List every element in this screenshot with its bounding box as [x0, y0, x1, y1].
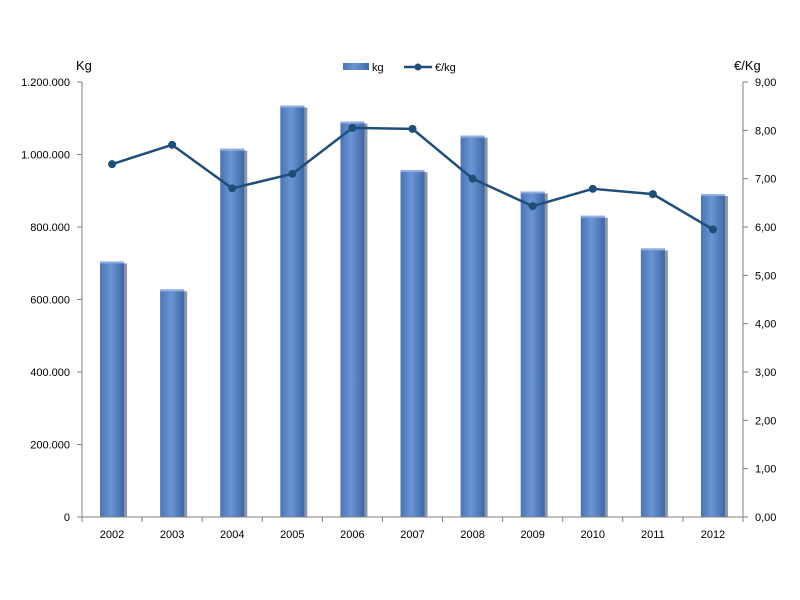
line-point: [228, 184, 237, 193]
bar-body: [220, 148, 245, 517]
y2-tick-label: 4,00: [755, 319, 776, 331]
bar-body: [160, 289, 185, 517]
y2-tick-label: 3,00: [755, 367, 776, 379]
bar-top-highlight: [400, 170, 425, 173]
bar-top-highlight: [700, 194, 725, 197]
y2-tick-label: 2,00: [755, 415, 776, 427]
y-axis-ticks: 0 200.000 400.000 600.000 800.000 1.000.000 1.…: [21, 77, 70, 524]
bar: [160, 289, 188, 517]
bar-body: [100, 261, 125, 517]
line-point: [348, 123, 357, 132]
bar-top-highlight: [460, 135, 485, 138]
axes: [77, 81, 748, 522]
bar-body: [640, 248, 665, 517]
legend-eurkg-label: €/kg: [435, 62, 456, 74]
x-axis-ticks: 2002 2003 2004 2005 2006 2007 2008 2009 2010 2011…: [100, 529, 725, 541]
y2-axis-ticks: 0,00 1,00 2,00 3,00 4,00 5,00 6,00 7,00 8,00 9,00: [755, 77, 776, 524]
x-tick-label: 2012: [701, 529, 725, 541]
bar-body: [580, 215, 605, 517]
x-tick-label: 2009: [520, 529, 544, 541]
bar-body: [520, 191, 545, 517]
x-tick-label: 2006: [340, 529, 364, 541]
bar-top-highlight: [520, 191, 545, 194]
bar-body: [700, 194, 725, 517]
bar: [700, 194, 728, 517]
legend-kg-label: kg: [372, 62, 384, 74]
x-tick-label: 2008: [460, 529, 484, 541]
y2-axis-title: €/Kg: [734, 58, 761, 73]
bar: [280, 105, 308, 517]
y2-tick-label: 6,00: [755, 222, 776, 234]
bar-series-kg: [100, 105, 728, 517]
x-tick-label: 2010: [581, 529, 605, 541]
y2-tick-label: 8,00: [755, 125, 776, 137]
y2-tick-label: 9,00: [755, 77, 776, 89]
x-tick-label: 2011: [641, 529, 665, 541]
bar: [580, 215, 608, 517]
legend: kg €/kg: [343, 62, 456, 74]
bar-top-highlight: [640, 248, 665, 251]
line-point: [708, 225, 717, 234]
bar: [520, 191, 548, 517]
bar-top-highlight: [280, 105, 305, 108]
bar: [220, 148, 248, 517]
y2-tick-label: 1,00: [755, 464, 776, 476]
y-tick-label: 600.000: [30, 295, 70, 307]
y-tick-label: 0: [64, 512, 70, 524]
y-tick-label: 400.000: [30, 367, 70, 379]
bar-body: [400, 170, 425, 517]
y-tick-label: 800.000: [30, 222, 70, 234]
line-point: [648, 190, 657, 199]
line-series-eur-per-kg: [108, 123, 717, 234]
x-tick-label: 2007: [400, 529, 424, 541]
line-point: [588, 184, 597, 193]
y-tick-label: 1.000.000: [21, 150, 70, 162]
y2-tick-label: 0,00: [755, 512, 776, 524]
y-tick-label: 1.200.000: [21, 77, 70, 89]
bar-top-highlight: [100, 261, 125, 264]
bar-body: [460, 135, 485, 517]
bar-top-highlight: [580, 215, 605, 218]
bar: [340, 121, 368, 517]
y-axis-title: Kg: [76, 58, 92, 73]
line-point: [408, 124, 417, 133]
bar: [460, 135, 488, 517]
line-point: [288, 169, 297, 178]
x-tick-label: 2004: [220, 529, 244, 541]
line-point: [528, 202, 537, 211]
legend-kg-swatch: [343, 63, 369, 70]
x-tick-label: 2005: [280, 529, 304, 541]
bar-top-highlight: [220, 148, 245, 151]
x-tick-label: 2002: [100, 529, 124, 541]
bar: [400, 170, 428, 517]
y2-tick-label: 5,00: [755, 270, 776, 282]
bar-body: [340, 121, 365, 517]
y-tick-label: 200.000: [30, 440, 70, 452]
line-point: [168, 140, 177, 149]
y2-tick-label: 7,00: [755, 174, 776, 186]
bar: [100, 261, 128, 517]
line-point: [468, 174, 477, 183]
bar: [640, 248, 668, 517]
bar-top-highlight: [340, 121, 365, 124]
bar-top-highlight: [160, 289, 185, 292]
legend-eurkg-marker: [414, 63, 422, 71]
x-tick-label: 2003: [160, 529, 184, 541]
line-point: [108, 160, 117, 169]
